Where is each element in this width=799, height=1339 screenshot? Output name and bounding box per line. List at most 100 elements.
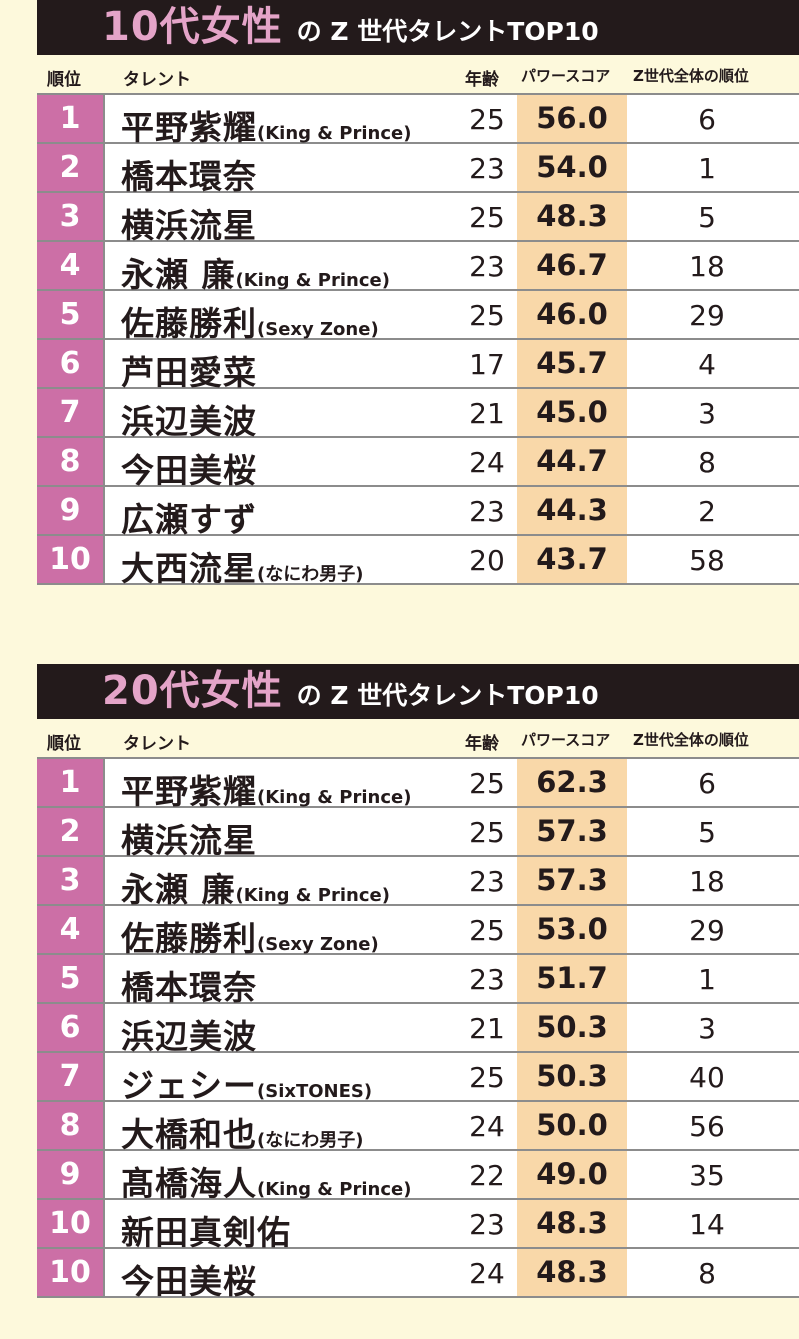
- table-row: 6 芦田愛菜 17 45.7 4: [37, 340, 799, 392]
- ranking-section-teens: 10代女性の Z 世代タレントTOP10 順位 タレント 年齢 パワースコア Z世代全体の…: [37, 0, 799, 588]
- overall-rank-cell: 8: [698, 1257, 716, 1290]
- overall-rank-cell: 5: [698, 201, 716, 234]
- power-score-cell: 51.7: [517, 955, 627, 1002]
- header-talent: タレント: [123, 70, 191, 90]
- power-score-cell: 53.0: [517, 906, 627, 953]
- overall-rank-cell: 3: [698, 1012, 716, 1045]
- section-title-sub: の Z 世代タレントTOP10: [296, 17, 599, 46]
- section-banner: 10代女性の Z 世代タレントTOP10: [37, 0, 799, 55]
- talent-group: (Sexy Zone): [257, 934, 379, 955]
- power-score-cell: 48.3: [517, 193, 627, 240]
- overall-rank-cell: 3: [698, 397, 716, 430]
- rank-cell: 10: [37, 1200, 105, 1247]
- overall-rank-cell: 29: [689, 299, 725, 332]
- talent-name: 橋本環奈: [121, 968, 257, 1007]
- power-score-cell: 45.7: [517, 340, 627, 387]
- rank-cell: 3: [37, 193, 105, 240]
- section-title-main: 10代女性: [102, 4, 283, 50]
- table-row: 9 髙橋海人(King & Prince) 22 49.0 35: [37, 1151, 799, 1203]
- rank-cell: 6: [37, 340, 105, 387]
- talent-name: 髙橋海人: [121, 1164, 257, 1203]
- table-row: 5 佐藤勝利(Sexy Zone) 25 46.0 29: [37, 291, 799, 343]
- section-title-sub: の Z 世代タレントTOP10: [296, 681, 599, 710]
- table-row: 1 平野紫耀(King & Prince) 25 56.0 6: [37, 95, 799, 147]
- header-score: パワースコア: [521, 731, 611, 749]
- overall-rank-cell: 6: [698, 103, 716, 136]
- rank-cell: 7: [37, 389, 105, 436]
- talent-name-cell: 今田美桜: [121, 444, 257, 492]
- overall-rank-cell: 18: [689, 865, 725, 898]
- talent-name: 浜辺美波: [121, 402, 257, 441]
- power-score-cell: 57.3: [517, 808, 627, 855]
- talent-name-cell: 大西流星(なにわ男子): [121, 542, 363, 590]
- table-row: 10 今田美桜 24 48.3 8: [37, 1249, 799, 1301]
- overall-rank-cell: 8: [698, 446, 716, 479]
- ranking-table: 1 平野紫耀(King & Prince) 25 62.3 6 2 横浜流星 25 57.3 5 3…: [37, 757, 799, 1301]
- rank-cell: 6: [37, 1004, 105, 1051]
- talent-name-cell: 広瀬すず: [121, 493, 257, 541]
- overall-rank-cell: 14: [689, 1208, 725, 1241]
- talent-name-cell: 橋本環奈: [121, 150, 257, 198]
- age-cell: 25: [469, 103, 505, 136]
- age-cell: 23: [469, 1208, 505, 1241]
- power-score-cell: 48.3: [517, 1200, 627, 1247]
- table-row: 7 浜辺美波 21 45.0 3: [37, 389, 799, 441]
- talent-group: (なにわ男子): [257, 1130, 364, 1151]
- rank-cell: 2: [37, 144, 105, 191]
- talent-group: (Sexy Zone): [257, 319, 379, 340]
- age-cell: 24: [469, 446, 505, 479]
- power-score-cell: 46.7: [517, 242, 627, 289]
- power-score-cell: 50.3: [517, 1004, 627, 1051]
- rank-cell: 9: [37, 1151, 105, 1198]
- table-row: 5 橋本環奈 23 51.7 1: [37, 955, 799, 1007]
- rank-cell: 7: [37, 1053, 105, 1100]
- overall-rank-cell: 6: [698, 767, 716, 800]
- talent-group: (King & Prince): [257, 1179, 412, 1200]
- talent-name-cell: 佐藤勝利(Sexy Zone): [121, 297, 379, 345]
- age-cell: 24: [469, 1110, 505, 1143]
- age-cell: 23: [469, 152, 505, 185]
- overall-rank-cell: 4: [698, 348, 716, 381]
- talent-name: 浜辺美波: [121, 1017, 257, 1056]
- overall-rank-cell: 40: [689, 1061, 725, 1094]
- rank-cell: 4: [37, 242, 105, 289]
- header-rank: 順位: [47, 734, 81, 754]
- header-score: パワースコア: [521, 67, 611, 85]
- ranking-section-twenties: 20代女性の Z 世代タレントTOP10 順位 タレント 年齢 パワースコア Z世代全体の…: [37, 664, 799, 1301]
- talent-name: 永瀬 廉: [121, 870, 236, 909]
- talent-group: (King & Prince): [235, 270, 390, 291]
- age-cell: 25: [469, 767, 505, 800]
- age-cell: 25: [469, 816, 505, 849]
- talent-name-cell: 平野紫耀(King & Prince): [121, 765, 411, 813]
- age-cell: 21: [469, 1012, 505, 1045]
- rank-cell: 8: [37, 438, 105, 485]
- talent-name-cell: 橋本環奈: [121, 961, 257, 1009]
- rank-cell: 5: [37, 955, 105, 1002]
- age-cell: 23: [469, 495, 505, 528]
- power-score-cell: 45.0: [517, 389, 627, 436]
- age-cell: 20: [469, 544, 505, 577]
- age-cell: 24: [469, 1257, 505, 1290]
- talent-group: (SixTONES): [257, 1081, 373, 1102]
- table-row: 6 浜辺美波 21 50.3 3: [37, 1004, 799, 1056]
- talent-name: 今田美桜: [121, 1262, 257, 1301]
- overall-rank-cell: 1: [698, 963, 716, 996]
- power-score-cell: 49.0: [517, 1151, 627, 1198]
- talent-name: ジェシー: [121, 1066, 257, 1105]
- talent-name: 大橋和也: [121, 1115, 257, 1154]
- age-cell: 21: [469, 397, 505, 430]
- table-row: 3 永瀬 廉(King & Prince) 23 57.3 18: [37, 857, 799, 909]
- rank-cell: 5: [37, 291, 105, 338]
- rank-cell: 1: [37, 759, 105, 806]
- talent-name-cell: 横浜流星: [121, 814, 257, 862]
- overall-rank-cell: 2: [698, 495, 716, 528]
- power-score-cell: 43.7: [517, 536, 627, 583]
- table-row: 8 今田美桜 24 44.7 8: [37, 438, 799, 490]
- table-row: 2 橋本環奈 23 54.0 1: [37, 144, 799, 196]
- talent-name: 横浜流星: [121, 206, 257, 245]
- overall-rank-cell: 5: [698, 816, 716, 849]
- age-cell: 22: [469, 1159, 505, 1192]
- power-score-cell: 57.3: [517, 857, 627, 904]
- table-row: 4 佐藤勝利(Sexy Zone) 25 53.0 29: [37, 906, 799, 958]
- overall-rank-cell: 56: [689, 1110, 725, 1143]
